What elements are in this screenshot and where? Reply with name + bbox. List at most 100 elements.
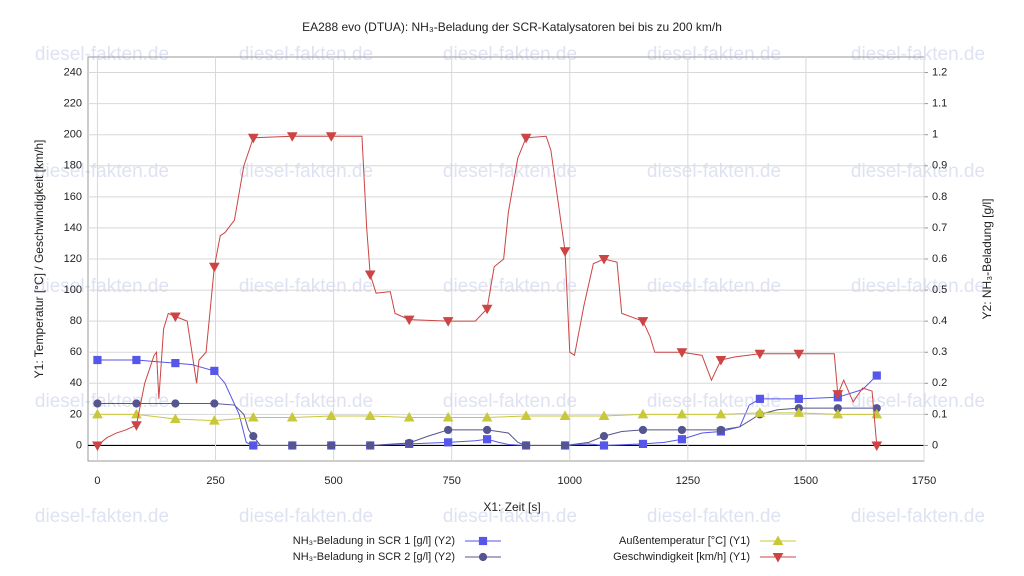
x-axis-label: X1: Zeit [s]: [483, 500, 540, 514]
marker: [364, 410, 376, 420]
legend-marker: [478, 536, 488, 546]
watermark: diesel-fakten.de: [35, 44, 169, 65]
y2-tick-label: 1.2: [932, 66, 947, 78]
y-tick-label: 180: [64, 160, 82, 172]
marker: [676, 408, 688, 419]
y-tick-label: 160: [64, 191, 82, 203]
marker: [92, 441, 103, 451]
marker: [559, 247, 571, 257]
y2-tick-label: 0.8: [932, 191, 947, 203]
marker: [132, 399, 141, 408]
marker: [832, 390, 844, 400]
marker: [210, 399, 219, 408]
x-tick-label: 1750: [912, 475, 936, 487]
legend-marker: [478, 552, 488, 562]
y2-tick-label: 1.1: [932, 98, 947, 110]
y-tick-label: 0: [76, 439, 82, 451]
x-tick-label: 1250: [676, 475, 700, 487]
watermark: diesel-fakten.de: [35, 391, 169, 412]
series-layer: [92, 132, 883, 451]
marker: [832, 408, 844, 419]
y2-tick-label: 1: [932, 129, 938, 141]
marker: [93, 399, 102, 408]
watermark: diesel-fakten.de: [239, 391, 373, 412]
marker: [286, 132, 298, 142]
marker: [444, 438, 453, 447]
marker: [483, 425, 492, 435]
watermark: diesel-fakten.de: [35, 161, 169, 182]
watermark: diesel-fakten.de: [239, 161, 373, 182]
marker: [444, 425, 453, 435]
marker: [520, 410, 532, 420]
y-tick-label: 220: [64, 98, 82, 110]
watermark: diesel-fakten.de: [443, 161, 577, 182]
y2-tick-label: 0.5: [932, 284, 947, 296]
y2-tick-label: 0.4: [932, 315, 947, 327]
marker: [249, 441, 258, 450]
legend-label: Außentemperatur [°C] (Y1): [619, 535, 750, 547]
y-tick-label: 240: [64, 66, 82, 78]
marker: [637, 317, 649, 327]
marker: [872, 371, 881, 380]
marker: [247, 411, 259, 422]
marker: [599, 432, 609, 441]
marker: [598, 410, 610, 420]
watermark: diesel-fakten.de: [443, 44, 577, 65]
watermark: diesel-fakten.de: [647, 44, 781, 65]
marker: [403, 411, 415, 422]
marker: [638, 425, 648, 435]
marker: [249, 432, 258, 441]
y-tick-label: 140: [64, 222, 82, 234]
legend-label: Geschwindigkeit [km/h] (Y1): [613, 551, 750, 563]
marker: [92, 408, 103, 419]
watermark: diesel-fakten.de: [647, 506, 781, 527]
watermark: diesel-fakten.de: [443, 276, 577, 297]
marker: [677, 425, 687, 435]
marker: [171, 399, 180, 408]
marker: [170, 312, 181, 323]
watermark: diesel-fakten.de: [851, 276, 985, 297]
marker: [871, 441, 883, 451]
marker: [793, 407, 805, 417]
marker: [521, 441, 531, 450]
y2-tick-label: 0.6: [932, 253, 947, 265]
marker: [794, 394, 803, 403]
watermark: diesel-fakten.de: [851, 161, 985, 182]
series-line: [97, 359, 878, 446]
marker: [210, 366, 219, 375]
watermark: diesel-fakten.de: [239, 44, 373, 65]
y-tick-label: 40: [70, 377, 82, 389]
watermark: diesel-fakten.de: [443, 391, 577, 412]
marker: [560, 441, 570, 450]
x-tick-label: 0: [94, 475, 100, 487]
marker: [247, 133, 259, 144]
marker: [755, 394, 764, 403]
marker: [366, 441, 375, 450]
marker: [327, 441, 336, 450]
y-tick-label: 120: [64, 253, 82, 265]
marker: [132, 355, 141, 365]
legend-marker: [772, 553, 784, 563]
marker: [483, 435, 492, 444]
x-tick-label: 750: [443, 475, 461, 487]
marker: [520, 133, 532, 144]
watermark: diesel-fakten.de: [239, 276, 373, 297]
legend-label: NH₃-Beladung in SCR 1 [g/l] (Y2): [293, 535, 455, 547]
marker: [637, 408, 649, 419]
marker: [715, 408, 727, 419]
marker: [208, 415, 220, 425]
watermark: diesel-fakten.de: [35, 276, 169, 297]
y-tick-label: 20: [70, 408, 82, 420]
marker: [286, 411, 298, 422]
x-tick-label: 1000: [558, 475, 582, 487]
y2-tick-label: 0.7: [932, 222, 947, 234]
y2-tick-label: 0: [932, 439, 938, 451]
y-axis-label: Y1: Temperatur [°C] / Geschwindigkeit [k…: [32, 140, 46, 379]
watermark: diesel-fakten.de: [647, 161, 781, 182]
y-tick-label: 60: [70, 346, 82, 358]
watermark: diesel-fakten.de: [851, 506, 985, 527]
legend-marker: [772, 535, 784, 545]
